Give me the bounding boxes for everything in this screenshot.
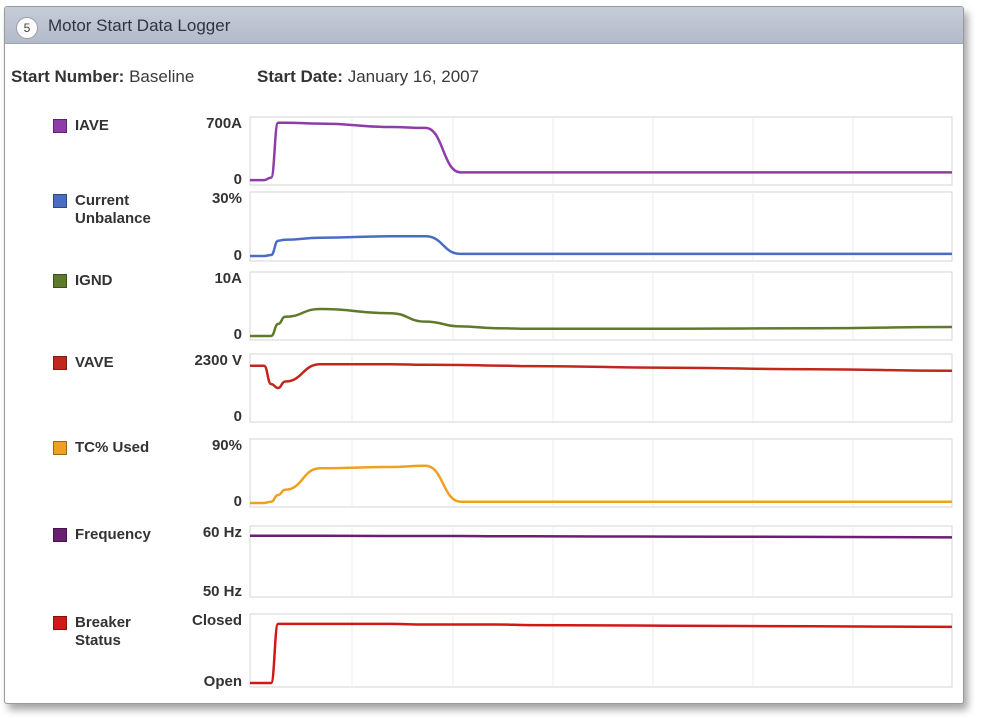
start-date-label: Start Date: [257, 67, 343, 86]
series-line-4 [250, 464, 952, 505]
start-number-label: Start Number: [11, 67, 125, 86]
y-axis-labels: 700A 0 30% 0 10A 0 2300 V 0 90% 0 60 Hz 50 Hz Closed… [155, 7, 242, 703]
plot-frame [249, 116, 953, 186]
legend-label: IGND [75, 272, 113, 289]
legend-swatch [53, 119, 67, 133]
strip-5 [249, 525, 953, 598]
legend-label: Frequency [75, 526, 151, 543]
series-line-0 [249, 121, 952, 182]
legend-swatch [53, 356, 67, 370]
y-min-label: 0 [233, 247, 242, 264]
series-line-1 [250, 235, 952, 258]
legend-swatch [53, 274, 67, 288]
legend-label: VAVE [75, 354, 114, 371]
legend-swatch [53, 616, 67, 630]
strip-3 [249, 353, 953, 423]
series-line-5 [249, 534, 953, 539]
plot-frame [249, 191, 953, 262]
legend-label: IAVE [75, 117, 109, 134]
motor-start-data-logger-panel: 5 Motor Start Data Logger Start Number: … [4, 6, 964, 704]
strip-0 [249, 116, 953, 186]
y-max-label: 10A [214, 270, 242, 287]
series-line-2 [250, 307, 953, 338]
legend-swatch [53, 528, 67, 542]
legend-label: Breaker Status [75, 614, 131, 649]
strip-4 [249, 438, 953, 508]
start-date: Start Date: January 16, 2007 [257, 67, 479, 87]
legend-swatch [53, 441, 67, 455]
y-min-label: 0 [233, 408, 242, 425]
y-max-label: Closed [191, 612, 242, 629]
legend-label: TC% Used [75, 439, 150, 456]
strip-1 [249, 191, 953, 262]
strip-6 [249, 613, 953, 688]
legend-label: Current Unbalance [75, 192, 151, 227]
y-max-label: 60 Hz [202, 524, 242, 541]
series-line-6 [249, 622, 953, 685]
series-line-3 [249, 363, 953, 390]
step-number-badge: 5 [16, 17, 38, 39]
panel-title: Motor Start Data Logger [48, 16, 231, 35]
y-max-label: 700A [206, 115, 242, 132]
strip-2 [249, 271, 953, 341]
strip-chart [249, 116, 953, 688]
plot-frame [249, 438, 953, 508]
y-min-label: 0 [233, 171, 242, 188]
y-max-label: 90% [211, 437, 242, 454]
y-min-label: 50 Hz [202, 583, 242, 600]
legend-swatch [53, 194, 67, 208]
start-number: Start Number: Baseline [11, 67, 194, 87]
start-number-value: Baseline [129, 67, 195, 86]
y-min-label: 0 [233, 326, 242, 343]
y-min-label: 0 [233, 493, 242, 510]
start-date-value: January 16, 2007 [347, 67, 480, 86]
y-max-label: 2300 V [194, 352, 242, 369]
y-min-label: Open [203, 673, 242, 690]
panel-title-bar: 5 Motor Start Data Logger [5, 7, 963, 44]
y-max-label: 30% [211, 190, 242, 207]
